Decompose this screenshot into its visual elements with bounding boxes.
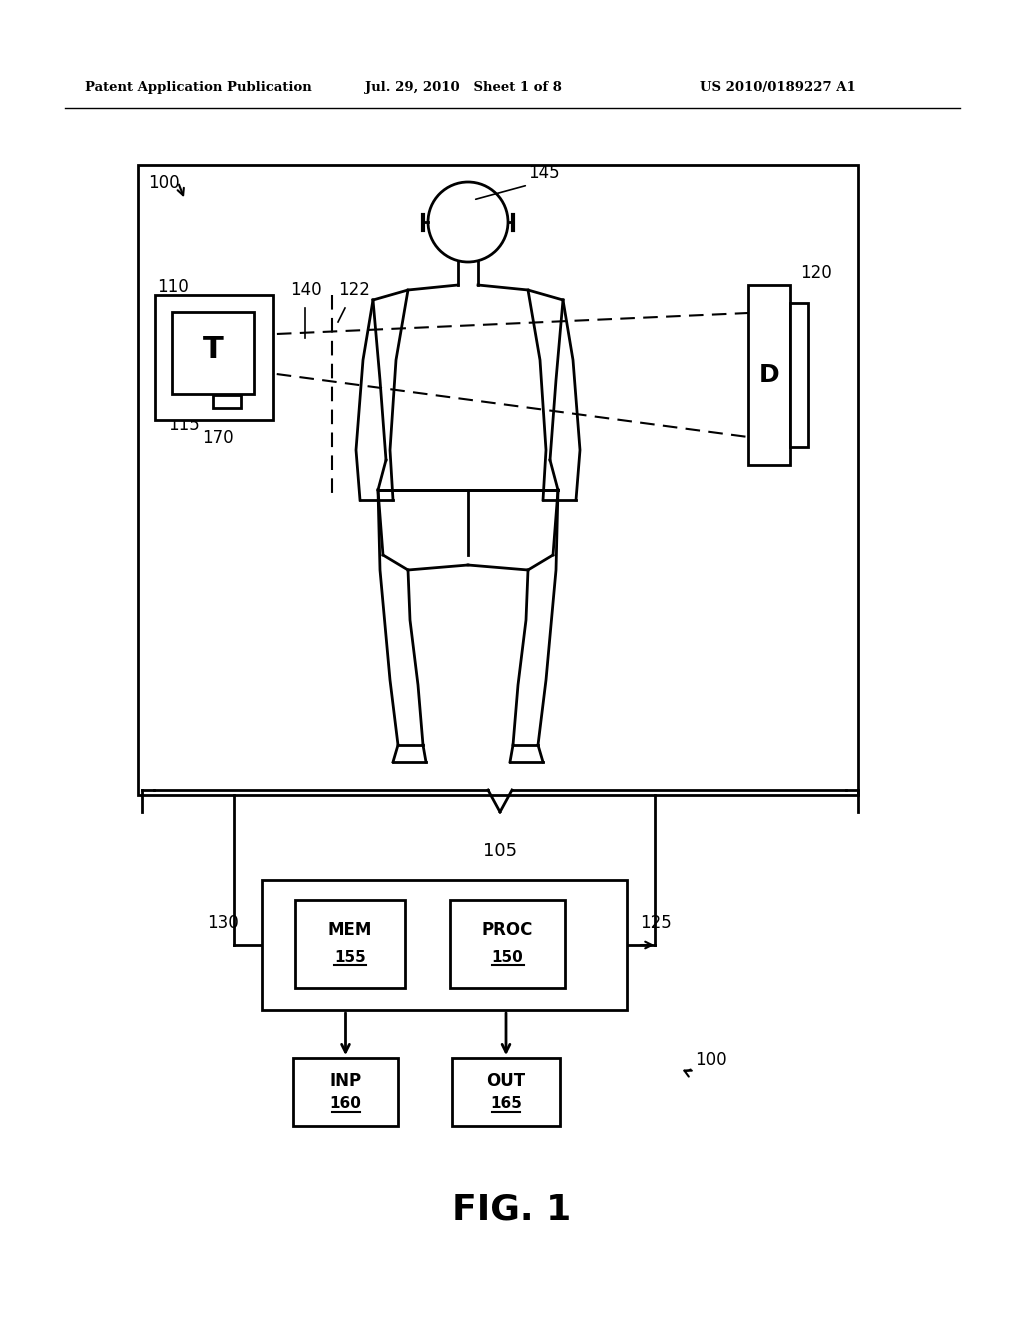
Text: 130: 130 [207, 913, 239, 932]
Text: 100: 100 [148, 174, 179, 191]
Bar [293, 1059, 398, 1126]
Text: 122: 122 [338, 281, 370, 300]
Text: 105: 105 [483, 842, 517, 861]
Text: 170: 170 [202, 429, 233, 447]
Bar [213, 395, 241, 408]
Text: 120: 120 [800, 264, 831, 282]
Text: MEM: MEM [328, 921, 372, 939]
Text: 160: 160 [330, 1097, 361, 1111]
Text: 150: 150 [492, 949, 523, 965]
Text: INP: INP [330, 1072, 361, 1090]
Text: FIG. 1: FIG. 1 [453, 1193, 571, 1228]
Text: Patent Application Publication: Patent Application Publication [85, 82, 311, 95]
Text: 165: 165 [490, 1097, 522, 1111]
Text: 145: 145 [528, 164, 560, 182]
Text: 155: 155 [334, 949, 366, 965]
Text: OUT: OUT [486, 1072, 525, 1090]
Bar [450, 900, 565, 987]
Bar [138, 165, 858, 795]
Text: US 2010/0189227 A1: US 2010/0189227 A1 [700, 82, 856, 95]
Text: PROC: PROC [482, 921, 534, 939]
Text: 125: 125 [640, 913, 672, 932]
Bar [155, 294, 273, 420]
Bar [748, 285, 790, 465]
Text: D: D [759, 363, 779, 387]
Text: Jul. 29, 2010   Sheet 1 of 8: Jul. 29, 2010 Sheet 1 of 8 [365, 82, 562, 95]
Bar [452, 1059, 560, 1126]
Bar [295, 900, 406, 987]
Text: 140: 140 [290, 281, 322, 300]
Bar [262, 880, 627, 1010]
Bar [790, 304, 808, 447]
Text: 110: 110 [157, 279, 188, 296]
Text: 100: 100 [695, 1051, 727, 1069]
Text: T: T [203, 335, 223, 364]
Bar [172, 312, 254, 393]
Text: 115: 115 [168, 416, 200, 434]
